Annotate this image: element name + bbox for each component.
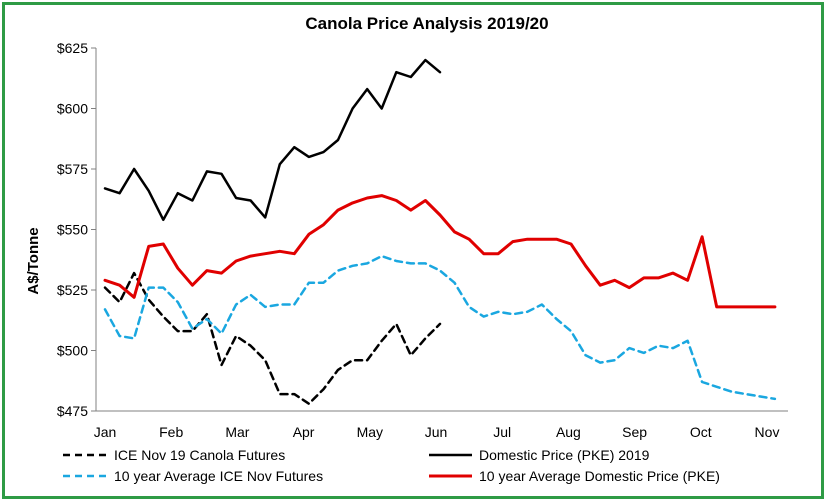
y-tick-label: $550 bbox=[57, 222, 88, 238]
legend-label-domestic-2019: Domestic Price (PKE) 2019 bbox=[479, 447, 650, 463]
y-tick-label: $600 bbox=[57, 101, 88, 117]
series-line-0 bbox=[103, 271, 442, 405]
series-line-2 bbox=[103, 254, 777, 401]
y-tick-label: $525 bbox=[57, 282, 88, 298]
x-tick-label: Feb bbox=[159, 424, 183, 440]
x-tick-label: Jul bbox=[493, 424, 511, 440]
legend-label-10yr-domestic: 10 year Average Domestic Price (PKE) bbox=[479, 468, 720, 484]
x-tick-label: May bbox=[357, 424, 383, 440]
series-layer bbox=[103, 58, 777, 405]
legend-item-ice-nov-19: ICE Nov 19 Canola Futures bbox=[63, 447, 285, 463]
y-tick-label: $475 bbox=[57, 403, 88, 419]
series-line-1 bbox=[103, 58, 442, 222]
x-tick-label: Jun bbox=[425, 424, 448, 440]
legend-label-ice-nov-19: ICE Nov 19 Canola Futures bbox=[114, 447, 285, 463]
x-tick-label: Nov bbox=[755, 424, 780, 440]
y-tick-label: $575 bbox=[57, 161, 88, 177]
legend-label-10yr-ice: 10 year Average ICE Nov Futures bbox=[114, 468, 323, 484]
series-line-3 bbox=[103, 194, 777, 309]
y-ticks: $475 $500 $525 $550 $575 $600 $625 bbox=[57, 40, 96, 419]
x-tick-label: Sep bbox=[622, 424, 647, 440]
legend-item-10yr-ice: 10 year Average ICE Nov Futures bbox=[63, 468, 323, 484]
x-tick-label: Oct bbox=[690, 424, 712, 440]
x-ticks: Jan Feb Mar Apr May Jun Jul Aug Sep Oct Nov bbox=[94, 424, 780, 440]
x-tick-label: Mar bbox=[225, 424, 249, 440]
chart-title: Canola Price Analysis 2019/20 bbox=[305, 14, 548, 33]
y-tick-label: $500 bbox=[57, 343, 88, 359]
x-tick-label: Jan bbox=[94, 424, 117, 440]
legend-item-10yr-domestic: 10 year Average Domestic Price (PKE) bbox=[429, 468, 720, 484]
y-tick-label: $625 bbox=[57, 40, 88, 56]
legend: ICE Nov 19 Canola Futures Domestic Price… bbox=[63, 447, 720, 484]
y-axis-label: A$/Tonne bbox=[25, 227, 42, 294]
x-tick-label: Apr bbox=[293, 424, 315, 440]
x-tick-label: Aug bbox=[556, 424, 581, 440]
legend-item-domestic-2019: Domestic Price (PKE) 2019 bbox=[429, 447, 650, 463]
